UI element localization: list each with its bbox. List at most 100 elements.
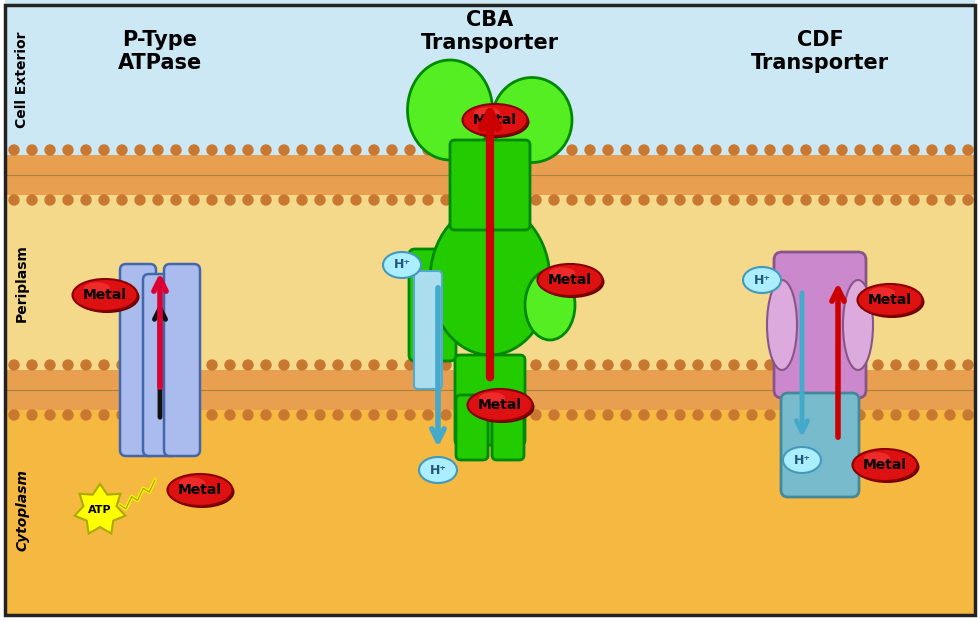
Circle shape: [243, 360, 253, 370]
Circle shape: [117, 145, 127, 155]
Circle shape: [225, 145, 235, 155]
Circle shape: [873, 195, 883, 205]
Ellipse shape: [783, 447, 821, 473]
Circle shape: [261, 145, 271, 155]
Ellipse shape: [463, 104, 527, 136]
Circle shape: [837, 410, 847, 420]
Circle shape: [837, 360, 847, 370]
Ellipse shape: [864, 453, 890, 464]
Circle shape: [315, 360, 325, 370]
Ellipse shape: [170, 476, 234, 508]
Circle shape: [945, 195, 955, 205]
Circle shape: [45, 145, 55, 155]
Polygon shape: [74, 484, 125, 533]
Circle shape: [693, 360, 703, 370]
Circle shape: [27, 360, 37, 370]
Circle shape: [657, 145, 667, 155]
Circle shape: [27, 195, 37, 205]
Circle shape: [477, 360, 487, 370]
FancyBboxPatch shape: [456, 395, 488, 460]
Circle shape: [171, 145, 181, 155]
Circle shape: [693, 410, 703, 420]
Ellipse shape: [540, 266, 605, 298]
Circle shape: [261, 195, 271, 205]
Circle shape: [621, 145, 631, 155]
Circle shape: [927, 360, 937, 370]
Circle shape: [747, 195, 757, 205]
Text: CBA
Transporter: CBA Transporter: [421, 10, 559, 53]
Circle shape: [801, 410, 811, 420]
Circle shape: [9, 145, 19, 155]
Circle shape: [549, 410, 559, 420]
Circle shape: [621, 410, 631, 420]
Circle shape: [153, 410, 163, 420]
Text: H⁺: H⁺: [394, 259, 411, 272]
Circle shape: [585, 360, 595, 370]
Circle shape: [819, 410, 829, 420]
Circle shape: [513, 195, 523, 205]
Circle shape: [477, 145, 487, 155]
Circle shape: [639, 145, 649, 155]
Circle shape: [621, 360, 631, 370]
Text: Metal: Metal: [83, 288, 127, 302]
Circle shape: [81, 360, 91, 370]
Circle shape: [279, 360, 289, 370]
Circle shape: [621, 195, 631, 205]
Circle shape: [963, 360, 973, 370]
Ellipse shape: [853, 449, 917, 481]
Circle shape: [369, 145, 379, 155]
Circle shape: [711, 360, 721, 370]
Ellipse shape: [479, 392, 505, 404]
Circle shape: [315, 145, 325, 155]
Circle shape: [513, 145, 523, 155]
Ellipse shape: [743, 267, 781, 293]
Circle shape: [675, 145, 685, 155]
Circle shape: [801, 195, 811, 205]
Circle shape: [315, 195, 325, 205]
Circle shape: [243, 410, 253, 420]
Bar: [5, 175, 975, 390]
Text: Metal: Metal: [548, 273, 592, 287]
Circle shape: [855, 360, 865, 370]
Ellipse shape: [469, 391, 534, 423]
Circle shape: [963, 410, 973, 420]
Circle shape: [405, 195, 415, 205]
Circle shape: [909, 410, 919, 420]
Ellipse shape: [383, 252, 421, 278]
Circle shape: [207, 195, 217, 205]
Circle shape: [189, 195, 199, 205]
Circle shape: [783, 360, 793, 370]
FancyBboxPatch shape: [492, 395, 524, 460]
Circle shape: [657, 195, 667, 205]
Circle shape: [333, 145, 343, 155]
Circle shape: [549, 195, 559, 205]
Circle shape: [963, 145, 973, 155]
Circle shape: [99, 145, 109, 155]
Ellipse shape: [474, 107, 500, 118]
Text: P-Type
ATPase: P-Type ATPase: [118, 30, 202, 73]
Circle shape: [945, 360, 955, 370]
Circle shape: [783, 145, 793, 155]
Circle shape: [801, 145, 811, 155]
Circle shape: [909, 195, 919, 205]
Circle shape: [549, 145, 559, 155]
Ellipse shape: [467, 389, 532, 421]
Circle shape: [27, 410, 37, 420]
Circle shape: [63, 410, 73, 420]
Circle shape: [387, 195, 397, 205]
Circle shape: [801, 360, 811, 370]
Circle shape: [819, 195, 829, 205]
Circle shape: [549, 360, 559, 370]
Circle shape: [405, 360, 415, 370]
Circle shape: [639, 410, 649, 420]
Circle shape: [171, 195, 181, 205]
Ellipse shape: [419, 457, 457, 483]
Bar: [5, 390, 975, 615]
Circle shape: [405, 145, 415, 155]
Ellipse shape: [492, 78, 572, 162]
Circle shape: [603, 410, 613, 420]
Circle shape: [873, 410, 883, 420]
Circle shape: [495, 145, 505, 155]
Circle shape: [81, 410, 91, 420]
Ellipse shape: [74, 281, 139, 313]
